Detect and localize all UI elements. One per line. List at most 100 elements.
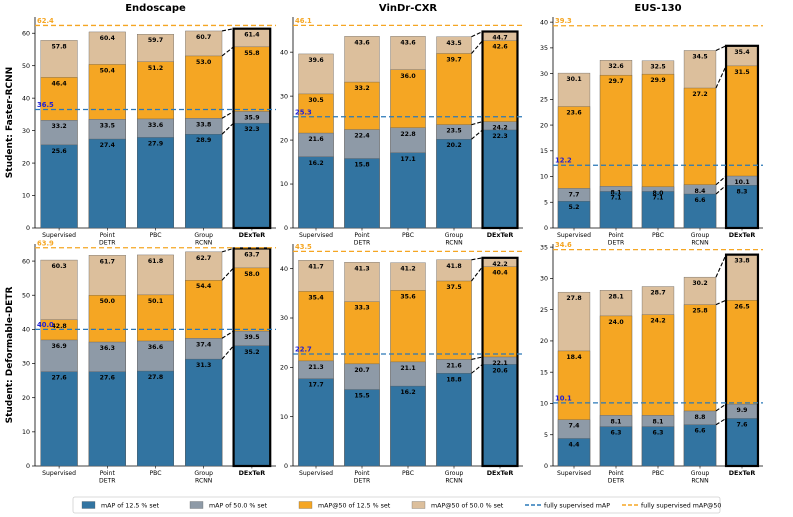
- y-tick-label: 10: [22, 429, 30, 436]
- data-label: 24.2: [650, 318, 665, 325]
- data-label: 34.5: [692, 53, 707, 60]
- improvement-connector: [471, 121, 483, 126]
- improvement-connector: [221, 122, 234, 135]
- data-label: 27.6: [100, 375, 115, 382]
- x-tick-label: DETR: [608, 240, 625, 247]
- data-label: 20.2: [446, 142, 461, 149]
- data-label: 60.3: [51, 263, 66, 270]
- y-tick-label: 40: [22, 95, 30, 102]
- x-tick-label: DETR: [99, 478, 116, 485]
- y-tick-label: 10: [540, 174, 548, 181]
- data-label: 61.8: [148, 258, 163, 265]
- y-tick-label: 20: [280, 365, 288, 372]
- bar-map-12-5: [390, 385, 426, 467]
- bar-map-12-5: [482, 129, 518, 229]
- data-label: 5.2: [569, 204, 580, 211]
- bar-map-12-5: [683, 193, 717, 229]
- x-tick-label: Group: [194, 232, 213, 239]
- x-tick-label: Point: [100, 470, 116, 477]
- data-label: 4.4: [569, 441, 581, 448]
- improvement-connector: [471, 40, 483, 54]
- bar-map-12-5: [137, 370, 174, 467]
- fully-supervised-map50-label: 63.9: [37, 239, 54, 247]
- data-label: 8.1: [611, 418, 622, 425]
- x-tick-label: PBC: [652, 470, 664, 477]
- y-tick-label: 30: [540, 71, 548, 78]
- y-tick-label: 35: [540, 45, 548, 52]
- data-label: 22.3: [492, 133, 507, 140]
- fully-supervised-map50-label: 34.6: [555, 241, 572, 249]
- y-tick-label: 15: [540, 369, 548, 376]
- y-tick-label: 20: [540, 338, 548, 345]
- x-tick-label: RCNN: [445, 478, 462, 485]
- data-label: 18.8: [446, 376, 461, 383]
- data-label: 37.4: [196, 341, 212, 348]
- data-label: 27.4: [100, 142, 116, 149]
- x-tick-label: Point: [354, 232, 370, 239]
- y-tick-label: 50: [22, 292, 30, 299]
- data-label: 18.4: [566, 354, 582, 361]
- data-label: 35.9: [244, 114, 259, 121]
- y-tick-label: 10: [22, 193, 30, 200]
- data-label: 21.6: [308, 136, 323, 143]
- x-tick-label: DETR: [608, 478, 625, 485]
- data-label: 36.3: [100, 345, 115, 352]
- x-tick-label: DExTeR: [729, 231, 756, 239]
- subplot-vindr-cxr-faster-rcnn: VinDr-CXR 0 10 20 30 40 16.2 21.6 30.5 39.6 Superv…: [280, 3, 523, 247]
- data-label: 33.8: [734, 258, 749, 265]
- y-tick-label: 40: [280, 49, 288, 56]
- x-tick-label: PBC: [652, 232, 664, 239]
- data-label: 36.6: [148, 344, 163, 351]
- fully-supervised-map50-label: 39.3: [555, 17, 572, 25]
- data-label: 17.1: [400, 156, 415, 163]
- fully-supervised-map50-label: 62.4: [37, 17, 54, 25]
- data-label: 8.1: [611, 189, 622, 196]
- bar-map-12-5: [40, 144, 78, 229]
- data-label: 8.1: [653, 418, 664, 425]
- y-tick-label: 0: [544, 463, 548, 470]
- data-label: 28.1: [608, 293, 623, 300]
- x-tick-label: RCNN: [195, 240, 212, 247]
- x-tick-label: Group: [445, 232, 464, 239]
- legend-label: mAP@50 of 50.0 % set: [431, 502, 504, 510]
- fully-supervised-map-label: 25.3: [295, 108, 312, 116]
- fully-supervised-map-label: 12.2: [555, 157, 572, 165]
- fully-supervised-map50-label: 43.5: [295, 243, 312, 251]
- data-label: 29.9: [650, 77, 665, 84]
- data-label: 28.7: [650, 290, 665, 297]
- data-label: 33.6: [148, 122, 163, 129]
- x-tick-label: Supervised: [557, 470, 591, 477]
- improvement-connector: [471, 363, 483, 374]
- bar-map-12-5: [683, 424, 717, 467]
- x-tick-label: Group: [445, 470, 464, 477]
- x-tick-label: PBC: [402, 470, 414, 477]
- subplot-vindr-cxr-deformable-detr: 0 10 20 30 40 17.7 21.3 35.4 41.7 Supervised 15.5 2…: [280, 243, 523, 485]
- y-tick-label: 35: [540, 244, 548, 251]
- data-label: 30.1: [566, 76, 581, 83]
- data-label: 58.0: [244, 271, 260, 278]
- x-tick-label: RCNN: [445, 240, 462, 247]
- data-label: 21.6: [446, 362, 461, 369]
- legend-box: [72, 496, 721, 514]
- data-label: 44.7: [492, 35, 507, 42]
- data-label: 41.2: [400, 266, 415, 273]
- fully-supervised-map50-label: 46.1: [295, 17, 312, 25]
- y-tick-label: 0: [544, 225, 548, 232]
- data-label: 16.2: [400, 389, 415, 396]
- x-tick-label: Supervised: [42, 232, 76, 239]
- improvement-connector: [221, 345, 234, 360]
- data-label: 27.9: [148, 140, 163, 147]
- data-label: 33.5: [100, 122, 115, 129]
- y-tick-label: 10: [540, 401, 548, 408]
- y-tick-label: 30: [280, 315, 288, 322]
- data-label: 61.7: [100, 258, 115, 265]
- y-tick-label: 5: [544, 432, 548, 439]
- bar-map-12-5: [185, 358, 223, 467]
- y-tick-label: 20: [540, 122, 548, 129]
- improvement-connector: [221, 46, 234, 57]
- y-tick-label: 0: [26, 463, 30, 470]
- x-tick-label: DExTeR: [729, 469, 756, 477]
- y-tick-label: 25: [540, 97, 548, 104]
- data-label: 21.1: [400, 365, 415, 372]
- y-tick-label: 30: [22, 128, 30, 135]
